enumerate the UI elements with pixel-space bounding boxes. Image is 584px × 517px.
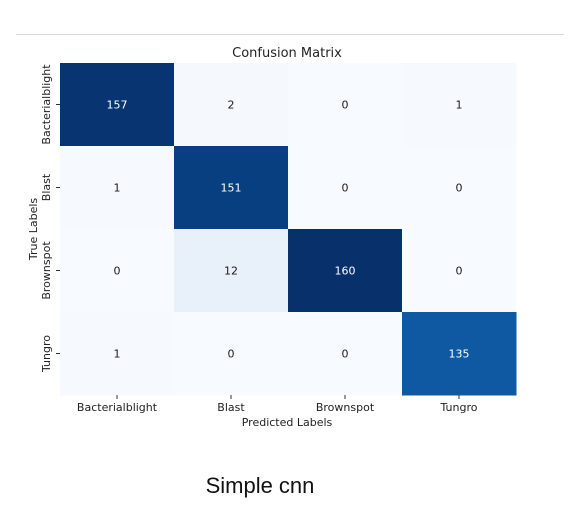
x-tick-label: Blast	[217, 401, 245, 414]
heatmap-cell	[60, 229, 175, 313]
cell-value-label: 12	[224, 265, 238, 278]
x-tick-label: Bacterialblight	[77, 401, 158, 414]
y-tick-label: Brownspot	[40, 241, 53, 300]
cell-value-label: 2	[228, 99, 235, 112]
heatmap-cell	[174, 312, 289, 396]
top-divider	[16, 34, 564, 35]
heatmap-cell	[402, 63, 517, 147]
cell-value-label: 0	[228, 348, 235, 361]
y-axis-label: True Labels	[27, 198, 40, 262]
cell-value-label: 160	[335, 265, 356, 278]
heatmap-cell	[174, 63, 289, 147]
cell-value-label: 1	[114, 182, 121, 195]
heatmap-cell	[402, 229, 517, 313]
cell-value-label: 0	[456, 265, 463, 278]
heatmap-cell	[174, 229, 289, 313]
cell-value-label: 1	[114, 348, 121, 361]
cell-value-label: 1	[456, 99, 463, 112]
heatmap-cell	[60, 312, 175, 396]
y-tick-label: Tungro	[40, 335, 53, 373]
heatmap-cell	[402, 146, 517, 230]
heatmap-cell	[288, 312, 403, 396]
cell-value-label: 151	[221, 182, 242, 195]
chart-title: Confusion Matrix	[232, 46, 342, 61]
x-tick-label: Brownspot	[316, 401, 375, 414]
cell-value-label: 0	[342, 99, 349, 112]
heatmap-cell	[288, 146, 403, 230]
cell-value-label: 135	[449, 348, 470, 361]
x-tick-label: Tungro	[440, 401, 478, 414]
y-tick-label: Bacterialblight	[40, 64, 53, 145]
cell-value-label: 0	[114, 265, 121, 278]
cell-value-label: 0	[342, 182, 349, 195]
heatmap-cell	[288, 229, 403, 313]
heatmap-cell	[60, 63, 175, 147]
axis-ticks: Bacterialblight Blast Brownspot Tungro Bacte…	[40, 64, 478, 414]
heatmap-cell	[402, 312, 517, 396]
figure-caption: Simple cnn	[205, 473, 315, 498]
heatmap-cell	[174, 146, 289, 230]
cell-value-label: 157	[107, 99, 128, 112]
cell-value-label: 0	[456, 182, 463, 195]
heatmap-cell	[288, 63, 403, 147]
heatmap-cells: 157 2 0 1 1 151 0 0 0 12 160 0 1 0 0 135	[60, 63, 517, 396]
heatmap-cell	[60, 146, 175, 230]
cell-value-label: 0	[342, 348, 349, 361]
x-axis-label: Predicted Labels	[242, 416, 333, 429]
y-tick-label: Blast	[40, 173, 53, 201]
